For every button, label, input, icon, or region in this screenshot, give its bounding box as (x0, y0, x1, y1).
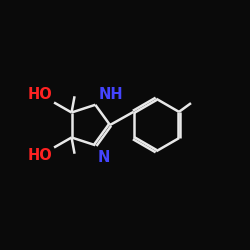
Text: NH: NH (98, 87, 123, 102)
Text: N: N (97, 150, 110, 165)
Text: HO: HO (28, 148, 53, 163)
Text: HO: HO (28, 87, 53, 102)
